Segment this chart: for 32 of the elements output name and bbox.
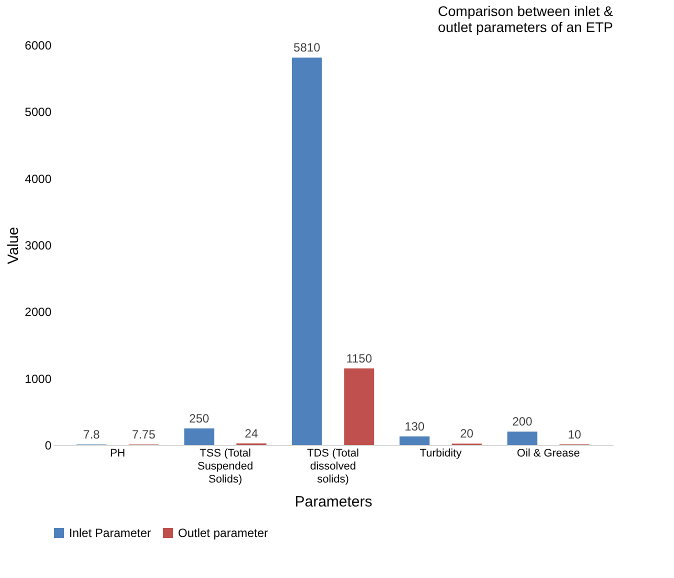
- x-tick-label: TDS (Total dissolved solids): [307, 448, 359, 486]
- y-axis-title: Value: [4, 226, 22, 264]
- data-label: 1150: [346, 351, 372, 366]
- legend-label: Outlet parameter: [178, 526, 268, 540]
- legend-label: Inlet Parameter: [69, 526, 152, 540]
- data-label: 250: [189, 411, 210, 426]
- data-label: 130: [404, 419, 425, 434]
- data-label: 24: [244, 426, 258, 440]
- y-tick-label: 4000: [24, 172, 52, 186]
- bar: [400, 436, 430, 445]
- data-label: 7.8: [83, 427, 100, 442]
- data-label: 5810: [294, 40, 321, 55]
- x-tick-label: Oil & Grease: [516, 448, 580, 460]
- x-tick-label: PH: [110, 448, 126, 460]
- x-tick-label: Turbidity: [420, 448, 462, 460]
- y-tick-label: 6000: [24, 38, 52, 52]
- x-tick-label: TSS (Total Suspended Solids): [197, 448, 254, 486]
- x-axis-title: Parameters: [294, 494, 372, 510]
- y-tick-label: 5000: [24, 105, 52, 120]
- bar: [507, 432, 538, 445]
- data-label: 20: [460, 426, 474, 441]
- data-label: 7.75: [132, 427, 156, 442]
- bar: [292, 58, 322, 445]
- y-tick-label: 3000: [24, 238, 52, 252]
- data-label: 10: [568, 427, 582, 442]
- y-tick-label: 1000: [24, 372, 52, 386]
- y-tick-label: 2000: [24, 305, 52, 320]
- data-label: 200: [512, 414, 533, 429]
- y-tick-label: 0: [44, 438, 52, 452]
- chart-title: Comparison between inlet & outlet parameters of an ETP: [438, 3, 614, 35]
- bar: [184, 428, 214, 445]
- bar: [344, 368, 374, 445]
